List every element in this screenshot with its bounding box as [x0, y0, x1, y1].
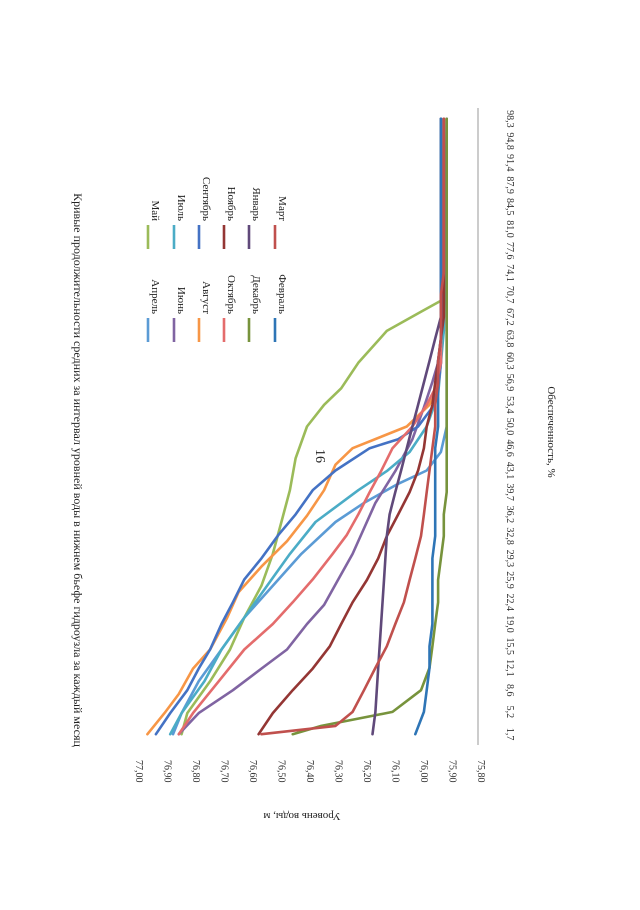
x-tick-label: 36,2 [504, 506, 515, 524]
legend-label: Октябрь [225, 275, 237, 314]
legend-label: Июнь [175, 287, 187, 314]
x-tick-label: 1,7 [504, 728, 515, 741]
y-tick-label: 76,00 [418, 760, 429, 783]
series-line-10 [371, 117, 443, 736]
y-tick-label: 76,80 [190, 760, 201, 783]
y-tick-label: 76,70 [219, 760, 230, 783]
x-tick-label: 22,4 [504, 594, 515, 612]
chart-title: Кривые продолжительности средних за инте… [71, 193, 85, 747]
x-tick-label: 94,8 [504, 132, 515, 150]
x-tick-label: 5,2 [504, 706, 515, 719]
y-tick-label: 76,10 [390, 760, 401, 783]
x-tick-label: 32,8 [504, 527, 515, 545]
x-tick-label: 84,5 [504, 198, 515, 216]
legend-label: Сентябрь [200, 177, 212, 221]
x-tick-label: 39,7 [504, 483, 515, 501]
y-tick-label: 76,50 [276, 760, 287, 783]
x-tick-label: 98,3 [504, 110, 515, 128]
legend-label: Май [149, 200, 161, 221]
x-tick-label: 19,0 [504, 615, 515, 633]
y-tick-label: 77,00 [133, 760, 144, 783]
x-tick-label: 12,1 [504, 659, 515, 677]
x-tick-label: 29,3 [504, 550, 515, 568]
x-tick-label: 25,9 [504, 571, 515, 589]
legend-label: Ноябрь [225, 187, 237, 221]
x-tick-label: 50,0 [504, 418, 515, 436]
x-tick-label: 56,9 [504, 374, 515, 392]
legend-label: Июль [175, 195, 187, 221]
series-line-2 [180, 117, 449, 736]
series-line-9 [291, 117, 449, 736]
series-line-7 [177, 117, 443, 736]
y-tick-label: 76,40 [304, 760, 315, 783]
legend-label: Апрель [149, 279, 161, 314]
series-line-3 [177, 117, 449, 736]
x-tick-label: 77,6 [504, 242, 515, 259]
x-tick-label: 46,6 [504, 439, 515, 457]
y-tick-label: 75,90 [447, 760, 458, 783]
x-tick-label: 8,6 [504, 684, 515, 697]
series-line-6 [154, 117, 443, 736]
x-tick-label: 81,0 [504, 220, 515, 238]
x-tick-label: 74,1 [504, 264, 515, 282]
y-axis-title: Уровень воды, м [263, 810, 340, 822]
x-tick-label: 60,3 [504, 352, 515, 370]
legend-label: Декабрь [250, 275, 262, 314]
legend-label: Январь [250, 187, 262, 221]
legend-label: Август [200, 281, 212, 314]
x-tick-label: 87,9 [504, 176, 515, 194]
x-tick-label: 67,2 [504, 308, 515, 326]
y-tick-label: 76,60 [247, 760, 258, 783]
series-line-12 [260, 117, 446, 736]
x-tick-label: 63,8 [504, 330, 515, 348]
y-tick-label: 76,20 [361, 760, 372, 783]
legend-label: Март [276, 196, 288, 221]
legend-label: Февраль [276, 274, 288, 314]
y-tick-label: 76,30 [333, 760, 344, 783]
x-tick-label: 15,5 [504, 638, 515, 656]
y-tick-label: 76,90 [162, 760, 173, 783]
x-tick-label: 91,4 [504, 154, 515, 172]
x-tick-label: 53,4 [504, 396, 515, 414]
y-tick-label: 75,80 [475, 760, 486, 783]
series-line-5 [146, 117, 446, 736]
x-tick-label: 43,1 [504, 462, 515, 480]
x-tick-label: 70,7 [504, 286, 515, 304]
x-axis-title: Обеспеченность, % [545, 386, 557, 477]
